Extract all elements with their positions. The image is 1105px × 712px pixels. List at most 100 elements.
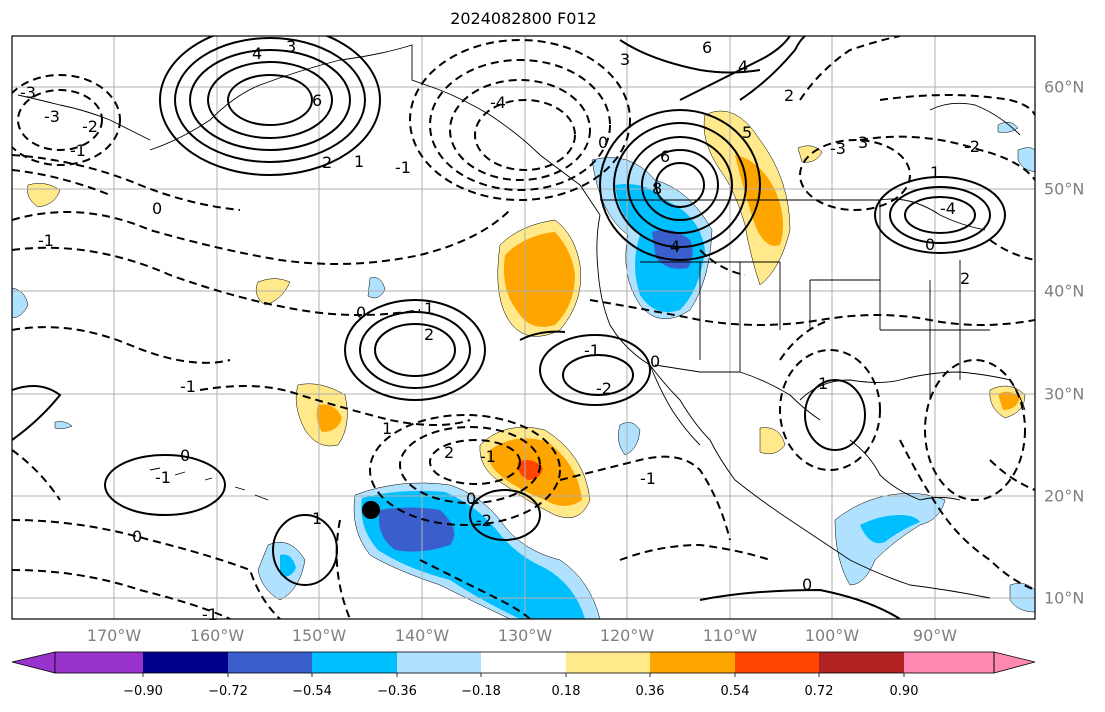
colorbar-segment [819, 652, 904, 673]
contour-dashed [12, 74, 121, 166]
contour-solid [599, 109, 761, 261]
contour-label: -2 [596, 379, 612, 398]
contour-dashed [429, 59, 611, 191]
longitude-label: 160°W [189, 626, 245, 645]
colorbar-tick-label: −0.72 [208, 684, 248, 699]
latitude-label: 50°N [1044, 179, 1085, 199]
contour-solid [889, 186, 991, 244]
contour-label: 0 [180, 446, 190, 465]
contour-label: 2 [444, 443, 454, 462]
contour-solid [679, 36, 791, 101]
contour-label: -2 [82, 117, 98, 136]
contour-solid [539, 334, 651, 406]
contour-label: 1 [818, 374, 828, 393]
contour-solid [627, 136, 733, 234]
contour-dashed [924, 359, 1026, 501]
contour-dashed [589, 299, 1035, 326]
border-us-mexico [654, 364, 821, 421]
contour-label: 4 [670, 237, 680, 256]
contour-labels: 4 3 6 1 2 3 4 6 0 5 8 6 4 3 2 1 0 -1 -2 … [20, 37, 980, 624]
colorbar-segment [735, 652, 819, 673]
longitude-label: 150°W [291, 626, 347, 645]
shade-positive-small-1-core [316, 404, 342, 432]
storm-marker [362, 501, 380, 519]
contour-solid [12, 385, 62, 441]
colorbar-tick-label: 0.54 [720, 684, 750, 699]
contour-label: 0 [132, 527, 142, 546]
contour-dashed [989, 239, 1035, 261]
latitude-label: 40°N [1044, 281, 1085, 301]
latitude-label: 30°N [1044, 384, 1085, 404]
coastline-alaska [149, 44, 601, 216]
contour-label: 0 [802, 575, 812, 594]
contour-dashed [409, 39, 631, 201]
state-borders [640, 200, 990, 400]
contour-label: 6 [312, 91, 322, 110]
contour-label: 0 [925, 235, 935, 254]
contour-label: -2 [964, 137, 980, 156]
shade-positive-offshore-core [503, 232, 575, 327]
colorbar-tick-label: 0.72 [804, 684, 834, 699]
coastline-yucatan [849, 439, 961, 501]
longitude-label: 90°W [912, 626, 958, 645]
latitude-label: 20°N [1044, 486, 1085, 506]
contour-dashed [12, 569, 231, 619]
contour-solid [804, 379, 866, 451]
contour-label: 1 [930, 163, 940, 182]
latitude-label: 60°N [1044, 77, 1085, 97]
contour-solid [174, 37, 366, 163]
shade-negative-small-2 [618, 422, 641, 456]
contour-dashed [899, 439, 1035, 591]
longitude-label: 140°W [394, 626, 450, 645]
contour-dashed [12, 246, 421, 316]
contour-label: 3 [286, 37, 296, 56]
contour-label: 2 [960, 269, 970, 288]
contour-solid [359, 311, 471, 389]
colorbar-tick-label: 0.18 [551, 684, 581, 699]
contour-label: 0 [466, 489, 476, 508]
contour-label: 1 [424, 299, 434, 318]
contour-dashed [399, 426, 541, 504]
contour-label: 1 [312, 509, 322, 528]
contour-solid [344, 299, 486, 401]
contour-solid [739, 36, 806, 101]
contour-dashed [779, 319, 831, 361]
shade-negative-small-8 [54, 421, 73, 429]
contour-dashed [12, 326, 231, 364]
contour-solid [655, 162, 705, 208]
contour-label: 2 [784, 86, 794, 105]
contour-solid [619, 39, 761, 74]
contour-dashed [12, 449, 61, 501]
contour-label: -1 [70, 141, 86, 160]
contour-label: 6 [660, 147, 670, 166]
colorbar-tick-label: 0.36 [635, 684, 665, 699]
longitude-label: 120°W [599, 626, 655, 645]
contour-solid [207, 61, 333, 139]
contour-label: -4 [490, 93, 506, 112]
contour-label: 0 [152, 199, 162, 218]
contour-label: -1 [480, 447, 496, 466]
contour-label: 2 [424, 325, 434, 344]
contour-solid [469, 489, 541, 541]
contour-dashed [199, 385, 471, 426]
contour-dashed [474, 99, 576, 171]
shade-negative-plume-deep [379, 507, 455, 552]
contour-label: 1 [382, 419, 392, 438]
shade-negative-small-1-core [280, 554, 296, 577]
contour-solid [562, 354, 634, 396]
colorbar-tick-label: −0.54 [292, 684, 332, 699]
shade-positive-small-4 [759, 427, 786, 455]
contour-label: -3 [830, 139, 846, 158]
colorbar-segment [55, 652, 143, 673]
contour-label: 8 [652, 179, 662, 198]
contour-solid [519, 330, 566, 341]
colorbar-tick-label: 0.90 [889, 684, 919, 699]
contour-label: -1 [38, 231, 54, 250]
contour-label: 3 [620, 50, 630, 69]
coastline-hawaii [149, 467, 269, 501]
contour-label: -4 [940, 199, 956, 218]
shade-positive-small-2 [255, 278, 291, 306]
contour-label: 0 [650, 352, 660, 371]
contour-label: -2 [476, 511, 492, 530]
